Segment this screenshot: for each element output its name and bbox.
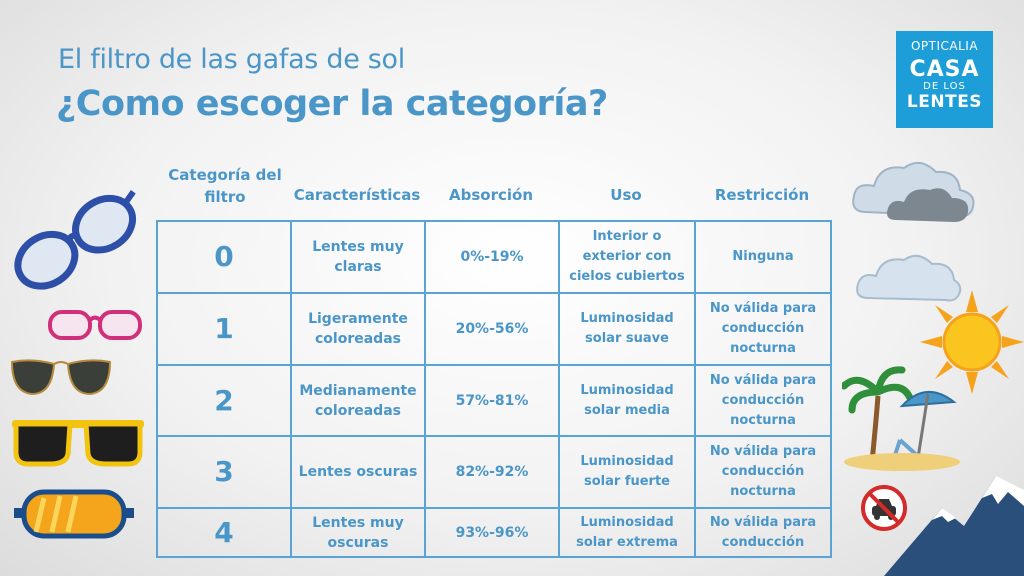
mountain-icon bbox=[884, 476, 1024, 576]
absorption-cell: 0%-19% bbox=[424, 220, 560, 294]
restriction-cell: No válida para conducción nocturna bbox=[694, 363, 832, 438]
characteristics-cell: Medianamente coloreadas bbox=[290, 363, 426, 438]
cloud-icon bbox=[856, 254, 962, 302]
opticalia-logo: OPTICALIA CASA DE LOS LENTES bbox=[896, 31, 993, 128]
category-cell: 4 bbox=[156, 507, 292, 558]
header-category: Categoría del filtro bbox=[168, 166, 282, 206]
category-cell: 3 bbox=[156, 435, 292, 510]
restriction-cell: No válida para conducción nocturna bbox=[694, 291, 832, 366]
ski-goggles-icon bbox=[14, 489, 134, 539]
absorption-cell: 93%-96% bbox=[424, 507, 560, 558]
use-cell: Interior o exterior con cielos cubiertos bbox=[558, 220, 696, 294]
restriction-cell: No válida para conducción bbox=[694, 507, 832, 558]
restriction-cell: Ninguna bbox=[694, 220, 832, 294]
no-driving-icon bbox=[861, 485, 907, 531]
category-cell: 2 bbox=[156, 363, 292, 438]
blue-glasses-icon bbox=[14, 190, 136, 290]
table-row: 1 Ligeramente coloreadas 20%-56% Luminos… bbox=[156, 291, 832, 366]
characteristics-cell: Lentes muy oscuras bbox=[290, 507, 426, 558]
absorption-cell: 20%-56% bbox=[424, 291, 560, 366]
table-row: 4 Lentes muy oscuras 93%-96% Luminosidad… bbox=[156, 507, 832, 558]
aviator-sunglasses-icon bbox=[10, 359, 112, 396]
logo-line-2: DE LOS bbox=[923, 81, 966, 92]
use-cell: Luminosidad solar extrema bbox=[558, 507, 696, 558]
use-cell: Luminosidad solar suave bbox=[558, 291, 696, 366]
table-row: 2 Medianamente coloreadas 57%-81% Lumino… bbox=[156, 363, 832, 438]
category-cell: 1 bbox=[156, 291, 292, 366]
header-absorption: Absorción bbox=[449, 186, 533, 204]
use-cell: Luminosidad solar fuerte bbox=[558, 435, 696, 510]
table-row: 0 Lentes muy claras 0%-19% Interior o ex… bbox=[156, 220, 832, 294]
category-cell: 0 bbox=[156, 220, 292, 294]
header-restriction: Restricción bbox=[714, 186, 810, 204]
absorption-cell: 57%-81% bbox=[424, 363, 560, 438]
sun-icon bbox=[920, 290, 1024, 394]
characteristics-cell: Ligeramente coloreadas bbox=[290, 291, 426, 366]
characteristics-cell: Lentes oscuras bbox=[290, 435, 426, 510]
logo-brand: OPTICALIA bbox=[910, 39, 979, 53]
header-use: Uso bbox=[610, 186, 642, 204]
beach-icon bbox=[842, 366, 960, 471]
logo-line-1: CASA bbox=[909, 57, 980, 82]
yellow-sunglasses-icon bbox=[12, 420, 144, 467]
table-row: 3 Lentes oscuras 82%-92% Luminosidad sol… bbox=[156, 435, 832, 510]
filter-category-table: 0 Lentes muy claras 0%-19% Interior o ex… bbox=[156, 220, 832, 558]
use-cell: Luminosidad solar media bbox=[558, 363, 696, 438]
page-title: ¿Como escoger la categoría? bbox=[56, 84, 608, 124]
pink-glasses-icon bbox=[48, 310, 142, 340]
cloud-icon bbox=[852, 161, 975, 222]
header-characteristics: Características bbox=[293, 186, 421, 204]
page-subtitle: El filtro de las gafas de sol bbox=[58, 44, 405, 75]
absorption-cell: 82%-92% bbox=[424, 435, 560, 510]
logo-line-3: LENTES bbox=[906, 92, 983, 112]
characteristics-cell: Lentes muy claras bbox=[290, 220, 426, 294]
restriction-cell: No válida para conducción nocturna bbox=[694, 435, 832, 510]
